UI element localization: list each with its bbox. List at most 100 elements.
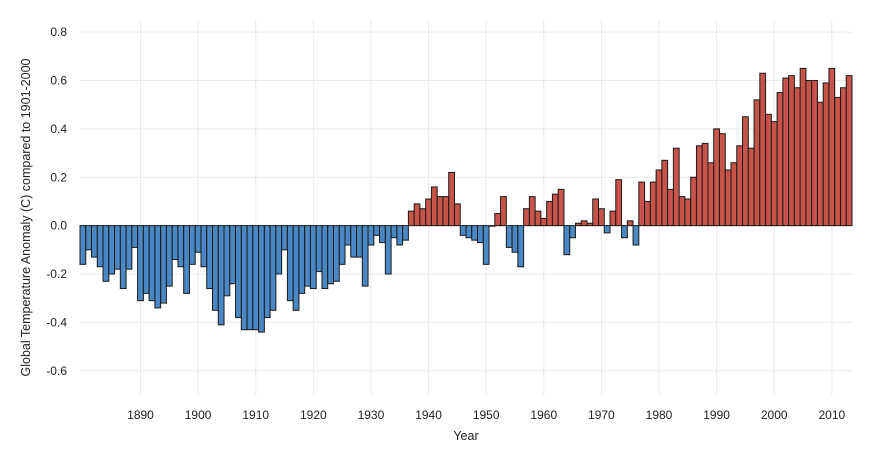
bar-1940 xyxy=(425,198,432,227)
bar-2001 xyxy=(776,92,784,227)
bar-2002 xyxy=(782,77,790,227)
bar-1906 xyxy=(229,225,237,285)
bar-1971 xyxy=(603,225,611,234)
bar-1947 xyxy=(465,225,473,239)
bar-1925 xyxy=(338,225,346,265)
x-tick-label: 2010 xyxy=(818,408,845,422)
x-tick-label: 1960 xyxy=(530,408,557,422)
bar-1962 xyxy=(551,193,559,227)
x-tick-label: 2000 xyxy=(761,408,788,422)
bar-1982 xyxy=(667,188,674,227)
bar-1974 xyxy=(621,225,628,239)
bar-1936 xyxy=(402,225,409,241)
bar-1964 xyxy=(563,225,571,256)
bar-1930 xyxy=(367,225,375,246)
bar-1921 xyxy=(315,225,323,273)
bar-1922 xyxy=(321,225,329,290)
x-tick-label: 1930 xyxy=(358,408,385,422)
bar-1896 xyxy=(171,225,179,261)
bar-2007 xyxy=(811,79,818,227)
bar-1931 xyxy=(373,225,381,236)
bar-1948 xyxy=(471,225,479,241)
bar-2009 xyxy=(822,82,830,227)
bar-1918 xyxy=(298,225,306,294)
bar-1900 xyxy=(194,225,202,253)
bar-1917 xyxy=(292,225,300,311)
x-tick-label: 1990 xyxy=(703,408,730,422)
bar-1895 xyxy=(165,225,173,287)
bar-1955 xyxy=(511,225,519,253)
bar-1978 xyxy=(644,200,651,227)
bar-1956 xyxy=(517,225,525,268)
bar-1897 xyxy=(177,225,185,268)
bar-1920 xyxy=(309,225,317,290)
bar-1967 xyxy=(580,220,588,227)
bar-1961 xyxy=(546,200,553,227)
bar-1903 xyxy=(212,225,219,311)
bar-1984 xyxy=(678,196,686,227)
bar-1996 xyxy=(747,147,755,227)
bar-1893 xyxy=(154,225,162,309)
bar-1924 xyxy=(332,225,340,282)
bar-1888 xyxy=(125,225,133,270)
x-axis-tick-labels: 1890 1900 1910 1920 1930 1940 1950 1960 1970 1980… xyxy=(127,408,845,422)
bar-2013 xyxy=(845,75,853,227)
y-tick-label: -0.6 xyxy=(46,364,67,378)
bar-1972 xyxy=(609,210,617,227)
bar-2006 xyxy=(805,79,813,227)
bar-1943 xyxy=(442,196,450,227)
bar-1979 xyxy=(649,181,657,227)
bar-1977 xyxy=(638,181,646,227)
x-tick-label: 1900 xyxy=(185,408,212,422)
bar-1990 xyxy=(713,128,720,227)
x-tick-label: 1910 xyxy=(242,408,269,422)
bar-1985 xyxy=(684,198,692,227)
bar-1890 xyxy=(137,225,144,302)
bar-1963 xyxy=(557,188,565,227)
bar-1901 xyxy=(200,225,208,268)
bar-1987 xyxy=(695,145,703,227)
y-tick-label: 0.2 xyxy=(50,170,67,184)
bar-1935 xyxy=(396,225,404,246)
bar-1916 xyxy=(286,225,294,302)
bar-1934 xyxy=(390,225,398,239)
x-tick-label: 1950 xyxy=(473,408,500,422)
bar-1927 xyxy=(350,225,358,258)
bar-1997 xyxy=(753,99,761,227)
bar-1998 xyxy=(759,72,767,227)
bar-1882 xyxy=(91,225,98,258)
bar-1899 xyxy=(188,225,196,265)
bar-1894 xyxy=(160,225,167,304)
bar-2011 xyxy=(834,96,841,227)
bar-2012 xyxy=(839,87,847,227)
x-tick-label: 1940 xyxy=(415,408,442,422)
bar-1951 xyxy=(488,225,496,227)
bar-1953 xyxy=(500,196,507,227)
bar-1928 xyxy=(356,225,363,258)
bar-1915 xyxy=(281,225,288,251)
y-axis-title: Global Temperature Anomaly (C) compared … xyxy=(19,58,33,376)
bar-1968 xyxy=(586,222,594,227)
bar-1902 xyxy=(206,225,214,290)
bar-series xyxy=(79,67,853,333)
bar-1904 xyxy=(217,225,225,326)
bar-1983 xyxy=(672,147,680,227)
y-tick-label: 0.4 xyxy=(50,122,67,136)
y-tick-label: 0.6 xyxy=(50,73,67,87)
bar-1966 xyxy=(574,222,582,227)
bar-1910 xyxy=(252,225,260,331)
bar-1981 xyxy=(661,159,669,227)
bar-1946 xyxy=(459,225,467,236)
bar-1999 xyxy=(765,113,772,227)
bar-1949 xyxy=(477,225,484,244)
bar-1941 xyxy=(430,186,438,227)
bar-2010 xyxy=(828,67,836,227)
bar-1891 xyxy=(142,225,150,294)
bar-1926 xyxy=(344,225,352,246)
bar-1993 xyxy=(730,162,738,227)
bar-1923 xyxy=(327,225,334,285)
bar-1960 xyxy=(540,217,548,227)
bar-1929 xyxy=(361,225,369,287)
bar-2003 xyxy=(788,75,795,227)
x-tick-label: 1980 xyxy=(646,408,673,422)
